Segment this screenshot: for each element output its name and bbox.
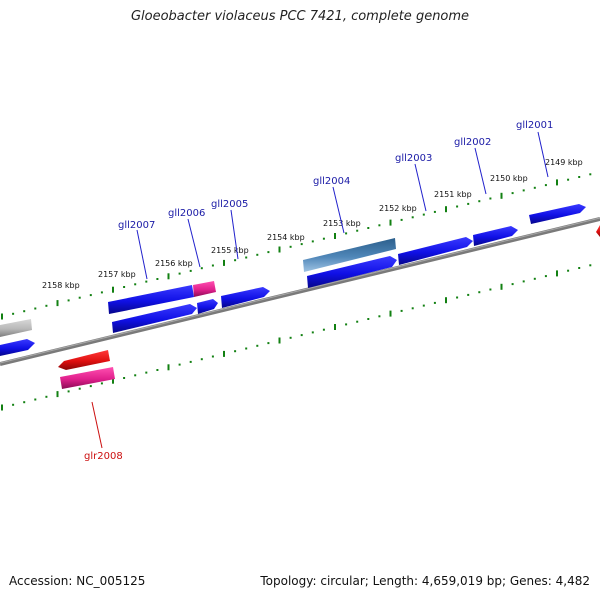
kbp-label-2155: 2155 kbp [211,246,249,255]
leader-gll2002 [474,147,487,195]
gene-glr2008[interactable] [58,350,110,370]
gene-gll2001[interactable] [529,204,586,224]
topology-text: Topology: circular; Length: 4,659,019 bp… [260,574,590,588]
gene-label-gll2005[interactable]: gll2005 [211,199,248,210]
gene-label-leaders [91,131,549,449]
leader-gll2007 [136,229,148,280]
gene-label-gll2001[interactable]: gll2001 [516,120,553,131]
gene-glr2008-rna[interactable] [60,367,115,389]
lower-kbp-ruler [1,264,592,411]
kbp-label-2150: 2150 kbp [490,174,528,183]
kbp-label-2154: 2154 kbp [267,233,305,242]
gene-labels: gll2001 gll2002 gll2003 gll2004 gll2005 … [84,120,553,462]
kbp-label-2158: 2158 kbp [42,281,80,290]
kbp-label-2157: 2157 kbp [98,270,136,279]
gene-edge-blue[interactable] [0,339,35,356]
gene-gll2007-strand2[interactable] [112,304,197,333]
leader-glr2008 [91,401,103,449]
forward-genes [0,204,586,356]
gene-edge-red[interactable] [596,225,600,237]
gene-label-gll2007[interactable]: gll2007 [118,220,155,231]
leader-gll2006 [187,218,201,268]
gene-edge-grey[interactable] [0,319,32,337]
leader-gll2004 [332,186,345,234]
gene-gll2002[interactable] [473,226,518,246]
kbp-label-2156: 2156 kbp [155,259,193,268]
kbp-label-2152: 2152 kbp [379,204,417,213]
gene-gll2003[interactable] [398,237,473,265]
gene-gll2005[interactable] [221,287,270,308]
gene-gll2004[interactable] [303,238,396,272]
accession-text: Accession: NC_005125 [9,574,146,588]
genome-backbone [0,217,600,366]
gene-label-glr2008[interactable]: glr2008 [84,451,123,462]
upper-kbp-ruler [1,173,592,320]
gene-label-gll2006[interactable]: gll2006 [168,208,205,219]
leader-gll2001 [537,131,549,178]
kbp-label-2149: 2149 kbp [545,158,583,167]
map-title: Gloeobacter violaceus PCC 7421, complete… [130,9,470,24]
gene-gll2007[interactable] [108,285,194,314]
leader-gll2003 [414,163,427,212]
gene-label-gll2004[interactable]: gll2004 [313,176,350,187]
gene-gll2006-rna[interactable] [193,281,216,297]
genome-backbone-highlight [0,217,600,364]
gene-gll2006[interactable] [197,299,218,314]
gene-label-gll2002[interactable]: gll2002 [454,137,491,148]
kbp-label-2151: 2151 kbp [434,190,472,199]
reverse-genes [58,225,600,389]
gene-label-gll2003[interactable]: gll2003 [395,153,432,164]
gene-gll2004-strand2[interactable] [307,256,397,288]
leader-gll2005 [230,209,239,260]
